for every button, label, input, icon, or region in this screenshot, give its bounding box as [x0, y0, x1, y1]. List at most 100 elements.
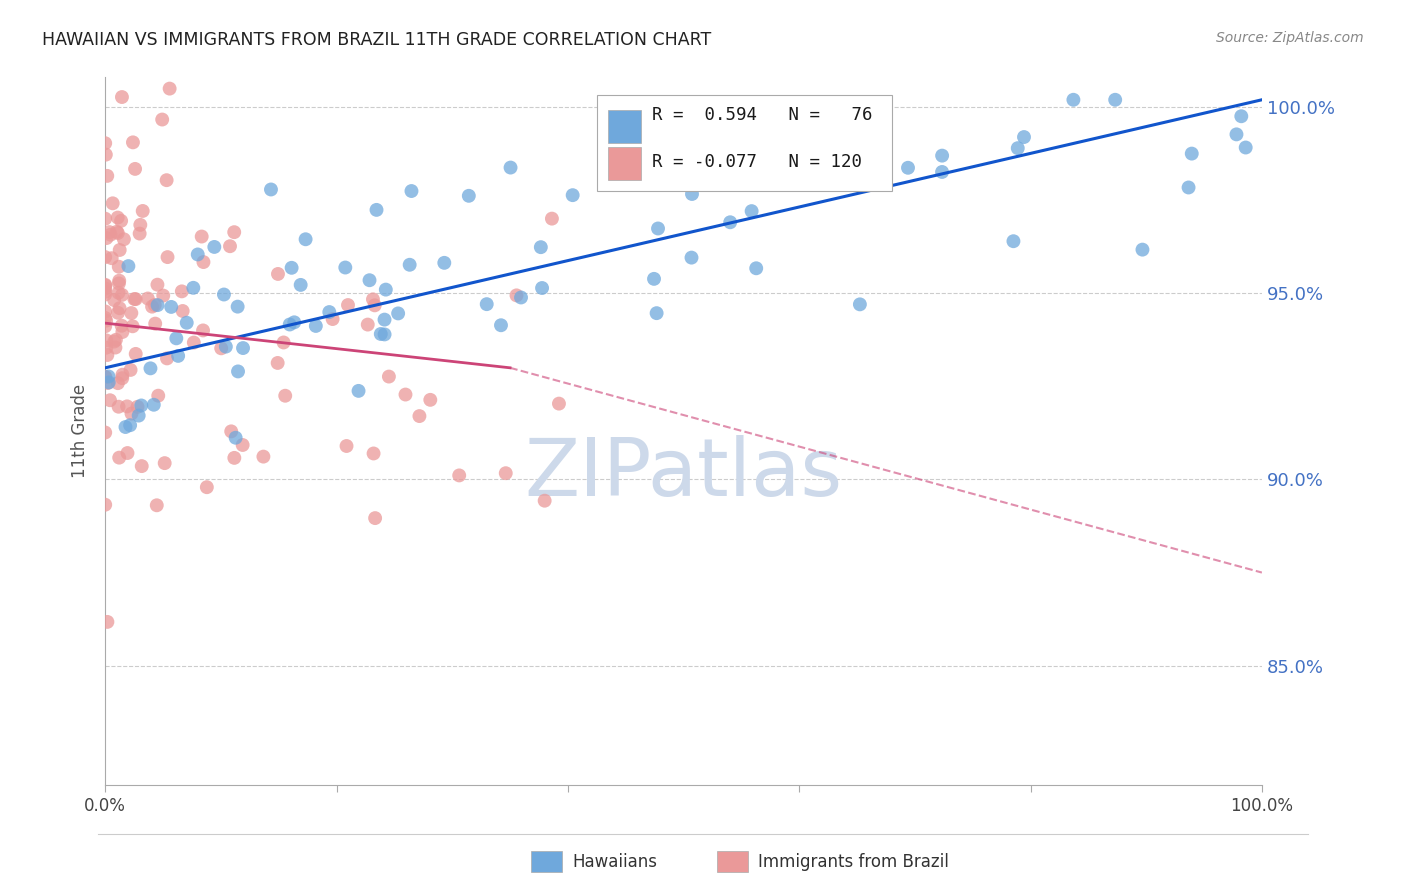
Point	[125, 347, 148, 361]
Point	[96, 348, 118, 362]
Point	[112, 232, 135, 246]
Point	[120, 418, 142, 433]
Point	[103, 293, 125, 307]
Point	[364, 298, 387, 312]
Point	[94, 310, 117, 325]
Point	[114, 420, 136, 434]
Point	[97, 376, 120, 390]
Text: R = -0.077   N = 120: R = -0.077 N = 120	[652, 153, 862, 171]
Point	[107, 376, 129, 391]
Point	[190, 229, 212, 244]
Point	[139, 361, 162, 376]
Point	[108, 277, 131, 291]
Point	[107, 226, 129, 240]
Point	[146, 298, 169, 312]
Point	[561, 188, 583, 202]
Point	[195, 480, 218, 494]
Point	[366, 202, 388, 217]
Point	[94, 136, 117, 151]
Point	[408, 409, 430, 423]
Point	[718, 215, 741, 229]
Point	[156, 351, 179, 366]
Point	[120, 363, 142, 377]
Point	[1230, 109, 1253, 123]
Point	[104, 333, 127, 347]
Point	[96, 334, 118, 348]
Point	[94, 287, 117, 301]
Point	[1181, 146, 1204, 161]
Point	[363, 446, 385, 460]
Point	[813, 167, 835, 181]
Point	[124, 292, 146, 306]
Point	[335, 260, 357, 275]
Point	[108, 243, 131, 257]
Point	[232, 438, 254, 452]
Point	[94, 285, 117, 299]
Point	[533, 493, 555, 508]
Point	[202, 240, 225, 254]
Point	[128, 227, 150, 241]
Point	[143, 317, 166, 331]
Point	[449, 468, 471, 483]
Point	[212, 287, 235, 301]
Point	[96, 231, 118, 245]
Point	[741, 204, 763, 219]
Point	[107, 211, 129, 225]
Point	[489, 318, 512, 333]
Point	[274, 389, 297, 403]
Point	[94, 211, 117, 226]
Text: R =  0.594   N =   76: R = 0.594 N = 76	[652, 106, 873, 124]
FancyBboxPatch shape	[609, 110, 641, 144]
Point	[110, 214, 132, 228]
Point	[94, 425, 117, 440]
Point	[1002, 234, 1025, 248]
Point	[305, 318, 328, 333]
Y-axis label: 11th Grade: 11th Grade	[72, 384, 89, 478]
Point	[94, 250, 117, 264]
Point	[219, 239, 242, 253]
Point	[94, 498, 117, 512]
Point	[176, 316, 198, 330]
Point	[318, 305, 340, 319]
Point	[94, 370, 117, 384]
Point	[401, 184, 423, 198]
Point	[111, 371, 134, 385]
Text: ZIPatlas: ZIPatlas	[524, 434, 842, 513]
Point	[172, 304, 194, 318]
Point	[849, 297, 872, 311]
Point	[224, 450, 246, 465]
Point	[931, 165, 953, 179]
Point	[225, 431, 247, 445]
Point	[117, 446, 139, 460]
Point	[283, 315, 305, 329]
Point	[129, 218, 152, 232]
Point	[105, 225, 128, 239]
Point	[160, 300, 183, 314]
Point	[183, 335, 205, 350]
Point	[117, 259, 139, 273]
Point	[170, 285, 193, 299]
Point	[226, 300, 249, 314]
Point	[290, 277, 312, 292]
Point	[267, 267, 290, 281]
Point	[181, 281, 204, 295]
Point	[419, 392, 441, 407]
Point	[94, 278, 117, 293]
Point	[121, 319, 143, 334]
Point	[143, 298, 166, 312]
Point	[897, 161, 920, 175]
Point	[499, 161, 522, 175]
Point	[111, 90, 134, 104]
Point	[104, 341, 127, 355]
Point	[131, 459, 153, 474]
Point	[226, 364, 249, 378]
Point	[232, 341, 254, 355]
Point	[150, 112, 173, 127]
Point	[1007, 141, 1029, 155]
Point	[531, 281, 554, 295]
Point	[322, 312, 344, 326]
Point	[457, 189, 479, 203]
Point	[108, 301, 131, 316]
Point	[94, 147, 117, 161]
Point	[108, 450, 131, 465]
